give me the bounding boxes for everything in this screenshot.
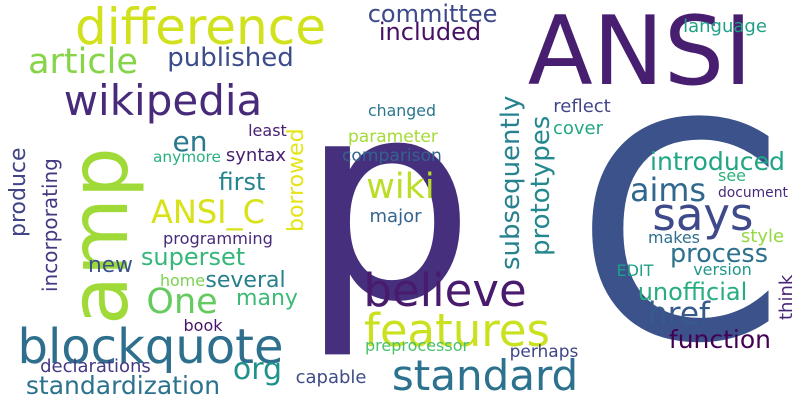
word-version: version — [693, 260, 752, 279]
word-org: org — [232, 352, 283, 387]
word-committee: committee — [367, 0, 498, 28]
word-standard: standard — [391, 351, 579, 400]
word-amp: amp — [53, 147, 146, 325]
word-incorporating: incorporating — [38, 158, 62, 292]
word-c: C — [575, 60, 785, 400]
word-wiki: wiki — [366, 167, 435, 207]
word-language: language — [683, 16, 767, 37]
word-produce: produce — [6, 147, 31, 237]
word-superset: superset — [140, 243, 246, 271]
word-aims: aims — [630, 171, 707, 210]
word-process: process — [670, 239, 768, 270]
word-standardization: standardization — [25, 371, 221, 400]
word-programming: programming — [163, 228, 273, 248]
word-home: home — [160, 271, 205, 291]
word-syntax: syntax — [225, 145, 287, 166]
word-en: en — [172, 125, 208, 158]
word-makes: makes — [648, 228, 700, 247]
word-p: p — [300, 41, 475, 363]
word-features: features — [364, 304, 550, 357]
word-parameter: parameter — [348, 126, 438, 147]
word-capable: capable — [295, 367, 367, 388]
word-says: says — [652, 188, 754, 241]
word-first: first — [218, 168, 266, 196]
word-published: published — [167, 43, 294, 73]
word-ansi: ANSI — [527, 0, 753, 107]
word-think: think — [776, 274, 797, 321]
word-perhaps: perhaps — [509, 342, 579, 362]
word-ansi-c: ANSI_C — [151, 193, 265, 231]
word-href: href — [648, 296, 710, 333]
word-cover: cover — [553, 118, 603, 139]
word-comparison: comparison — [342, 146, 442, 167]
word-borrowed: borrowed — [284, 128, 309, 232]
word-declarations: declarations — [40, 356, 151, 377]
word-least: least — [248, 121, 287, 140]
word-edit: EDIT — [616, 261, 654, 280]
word-function: function — [668, 325, 772, 354]
word-one: One — [146, 282, 218, 322]
word-wikipedia: wikipedia — [63, 76, 263, 125]
word-changed: changed — [368, 101, 436, 121]
word-style: style — [740, 226, 785, 247]
word-many: many — [236, 286, 298, 311]
word-subsequently: subsequently — [496, 95, 526, 271]
word-believe: believe — [363, 264, 527, 317]
word-several: several — [205, 268, 286, 293]
word-included: included — [378, 18, 482, 46]
word-see: see — [718, 166, 746, 185]
word-preprocessor: preprocessor — [365, 336, 470, 355]
word-new: new — [88, 253, 133, 279]
word-prototypes: prototypes — [526, 115, 556, 257]
word-unofficial: unofficial — [637, 278, 748, 306]
word-book: book — [183, 316, 223, 335]
word-article: article — [28, 42, 138, 82]
word-major: major — [369, 206, 422, 227]
word-document: document — [718, 185, 788, 202]
word-blockquote: blockquote — [17, 319, 284, 375]
word-difference: difference — [75, 0, 327, 56]
word-introduced: introduced — [650, 147, 785, 177]
word-anymore: anymore — [153, 148, 221, 167]
word-reflect: reflect — [553, 96, 611, 117]
